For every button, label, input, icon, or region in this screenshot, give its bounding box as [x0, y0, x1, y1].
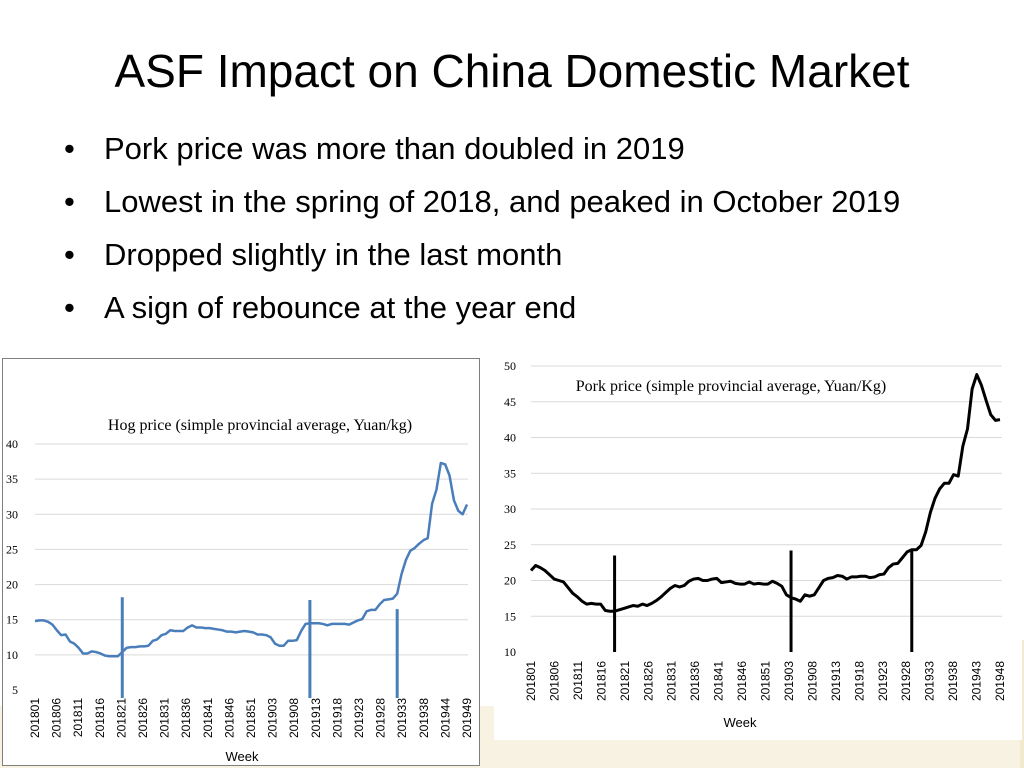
x-tick-label: 201933 — [923, 661, 937, 701]
bullet-item: • Pork price was more than doubled in 201… — [62, 126, 900, 179]
x-tick-label: 201928 — [374, 698, 388, 738]
x-tick-label: 201846 — [735, 661, 749, 701]
bullet-item: • Lowest in the spring of 2018, and peake… — [62, 179, 900, 232]
x-tick-label: 201811 — [571, 661, 585, 700]
bullet-text: Dropped slightly in the last month — [104, 237, 563, 272]
x-tick-label: 201836 — [179, 698, 193, 738]
chart-title: Pork price (simple provincial average, Y… — [576, 378, 886, 395]
x-tick-label: 201918 — [852, 661, 866, 701]
chart-title: Hog price (simple provincial average, Yu… — [108, 417, 412, 434]
y-tick-label: 25 — [6, 542, 18, 556]
x-tick-label: 201801 — [28, 698, 42, 738]
bullet-text: A sign of rebounce at the year end — [104, 290, 577, 325]
hog-price-chart: 5 10 15 20 25 30 35 40 201801 201806 201811 201816 2… — [2, 358, 480, 766]
x-tick-label: 201908 — [287, 698, 301, 738]
series-line — [34, 461, 469, 658]
series-line — [529, 373, 1001, 613]
x-tick-label: 201938 — [946, 661, 960, 701]
x-tick-label: 201821 — [114, 698, 128, 738]
x-tick-label: 201928 — [899, 661, 913, 701]
x-tick-label: 201806 — [50, 698, 64, 738]
pork-price-chart: 10 15 20 25 30 35 40 45 50 201801 201806 201811 2018… — [504, 359, 1007, 730]
x-tick-label: 201938 — [417, 698, 431, 738]
bullet-list: • Pork price was more than doubled in 201… — [62, 126, 900, 338]
x-tick-label: 201949 — [460, 698, 474, 738]
y-tick-label: 30 — [504, 502, 516, 516]
slide-title: ASF Impact on China Domestic Market — [114, 45, 910, 97]
y-tick-label: 40 — [6, 437, 18, 451]
decorative-strip — [1020, 640, 1024, 768]
x-axis-label: Week — [226, 749, 259, 764]
y-tick-label: 15 — [504, 609, 516, 623]
x-tick-label: 201944 — [438, 698, 452, 738]
bullet-dot-icon: • — [64, 184, 75, 219]
x-tick-label: 201831 — [665, 661, 679, 701]
bullet-dot-icon: • — [64, 290, 75, 325]
x-tick-label: 201943 — [970, 661, 984, 701]
x-tick-label: 201903 — [782, 661, 796, 701]
y-tick-label: 35 — [504, 466, 516, 480]
pork-price-chart-panel: 10 15 20 25 30 35 40 45 50 201801 201806 201811 2018… — [494, 356, 1022, 740]
x-tick-label: 201841 — [712, 661, 726, 701]
x-tick-label: 201948 — [993, 661, 1007, 701]
y-tick-label: 45 — [504, 395, 516, 409]
y-tick-label: 40 — [504, 431, 516, 445]
chart-frame — [2, 358, 480, 766]
y-tick-label: 50 — [504, 359, 516, 373]
x-tick-label: 201851 — [244, 698, 258, 738]
x-tick-label: 201806 — [547, 661, 561, 701]
x-tick-label: 201903 — [266, 698, 280, 738]
x-axis-label: Week — [724, 715, 757, 730]
hog-price-chart-panel: 5 10 15 20 25 30 35 40 201801 201806 201811 201816 2… — [2, 358, 480, 766]
x-tick-label: 201923 — [352, 698, 366, 738]
y-tick-label: 35 — [6, 472, 18, 486]
x-tick-label: 201851 — [759, 661, 773, 701]
bullet-item: • Dropped slightly in the last month — [62, 232, 900, 285]
x-tick-label: 201826 — [641, 661, 655, 701]
x-tick-label: 201826 — [136, 698, 150, 738]
x-tick-label: 201836 — [688, 661, 702, 701]
x-tick-label: 201923 — [876, 661, 890, 701]
x-tick-label: 201801 — [524, 661, 538, 701]
x-tick-label: 201816 — [594, 661, 608, 701]
x-tick-label: 201913 — [829, 661, 843, 701]
y-tick-label: 20 — [504, 574, 516, 588]
bullet-dot-icon: • — [64, 237, 75, 272]
bullet-text: Pork price was more than doubled in 2019 — [104, 131, 685, 166]
x-tick-label: 201846 — [222, 698, 236, 738]
y-tick-label: 10 — [6, 648, 18, 662]
y-tick-label: 25 — [504, 538, 516, 552]
bullet-item: • A sign of rebounce at the year end — [62, 285, 900, 338]
x-tick-label: 201933 — [395, 698, 409, 738]
x-tick-label: 201831 — [158, 698, 172, 738]
x-tick-label: 201908 — [805, 661, 819, 701]
x-tick-label: 201821 — [618, 661, 632, 701]
x-tick-label: 201841 — [201, 698, 215, 738]
x-tick-label: 201811 — [71, 698, 85, 737]
x-tick-label: 201816 — [93, 698, 107, 738]
bullet-dot-icon: • — [64, 131, 75, 166]
x-tick-label: 201913 — [309, 698, 323, 738]
y-tick-label: 5 — [12, 683, 18, 697]
y-tick-label: 15 — [6, 613, 18, 627]
x-tick-label: 201918 — [330, 698, 344, 738]
y-tick-label: 20 — [6, 578, 18, 592]
y-tick-label: 10 — [504, 645, 516, 659]
bullet-text: Lowest in the spring of 2018, and peaked… — [104, 184, 901, 219]
y-tick-label: 30 — [6, 507, 18, 521]
